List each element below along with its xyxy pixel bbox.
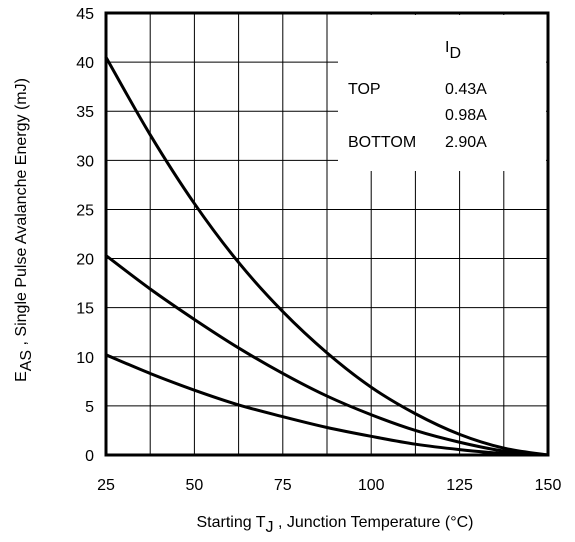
x-tick-label: 75: [274, 477, 292, 494]
x-tick-label: 100: [358, 477, 385, 494]
curve-series-0: [104, 55, 550, 457]
y-tick-label: 45: [76, 6, 94, 23]
y-tick-label: 30: [76, 153, 94, 170]
legend-row-bottom-value: 2.90A: [445, 134, 487, 151]
legend-row-middle-value: 0.98A: [445, 107, 487, 124]
y-axis-label: EAS , Single Pulse Avalanche Energy (mJ): [13, 78, 35, 382]
x-tick-label: 25: [97, 477, 115, 494]
legend-row-top-value: 0.43A: [445, 81, 487, 98]
y-tick-label: 10: [76, 350, 94, 367]
x-tick-label: 125: [446, 477, 473, 494]
y-tick-label: 5: [85, 399, 94, 416]
plot-frame: [104, 11, 550, 457]
y-tick-label: 15: [76, 301, 94, 318]
y-tick-labels: 0 5 10 15 20 25 30 35 40 45: [76, 6, 94, 465]
x-axis-label: Starting TJ , Junction Temperature (°C): [196, 514, 473, 536]
legend-box: [338, 15, 546, 171]
y-tick-label: 20: [76, 252, 94, 269]
legend-header: ID: [445, 39, 461, 62]
y-tick-label: 40: [76, 55, 94, 72]
x-tick-labels: 25 50 75 100 125 150: [97, 477, 561, 494]
legend-row-bottom-label: BOTTOM: [348, 134, 416, 151]
curve-series-2: [104, 353, 550, 457]
curves: [104, 55, 550, 457]
y-tick-label: 25: [76, 202, 94, 219]
x-tick-label: 150: [535, 477, 562, 494]
x-tick-label: 50: [186, 477, 204, 494]
y-tick-label: 35: [76, 104, 94, 121]
curve-series-1: [104, 254, 550, 457]
y-tick-label: 0: [85, 448, 94, 465]
legend-row-top-label: TOP: [348, 81, 381, 98]
